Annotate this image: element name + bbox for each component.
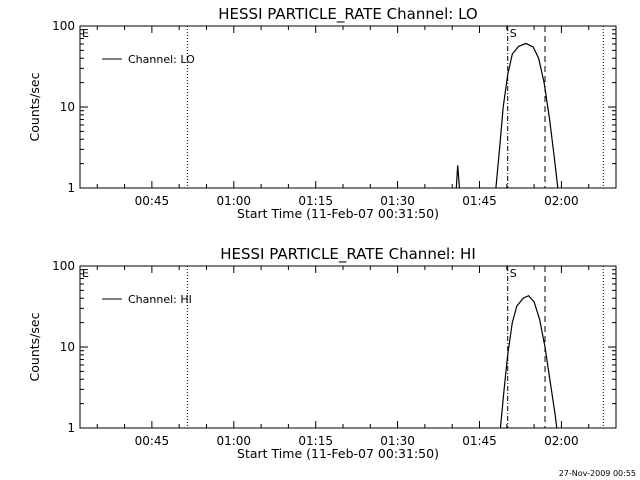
- x-tick-label: 01:15: [298, 194, 333, 208]
- x-tick-label: 02:00: [544, 194, 579, 208]
- series-line-segment-1: [499, 294, 558, 429]
- x-tick-label: 01:30: [380, 194, 415, 208]
- chart-title: HESSI PARTICLE_RATE Channel: LO: [218, 5, 477, 24]
- x-tick-label: 01:30: [380, 434, 415, 448]
- x-tick-label: 01:45: [462, 194, 497, 208]
- plot-timestamp: 27-Nov-2009 00:55: [558, 469, 636, 478]
- chart-title: HESSI PARTICLE_RATE Channel: HI: [220, 245, 476, 264]
- legend-entry: Channel: HI: [128, 293, 192, 306]
- x-tick-label: 00:45: [135, 194, 170, 208]
- y-tick-label: 1: [67, 181, 75, 195]
- chart-panel-2: HESSI PARTICLE_RATE Channel: HI 00:45 01:0…: [27, 245, 617, 461]
- y-tick-label: 1: [67, 421, 75, 435]
- marker-label-e: E: [82, 27, 89, 40]
- marker-label-s: S: [510, 267, 517, 280]
- marker-label-s: S: [510, 27, 517, 40]
- x-tick-label: 00:45: [135, 434, 170, 448]
- x-axis-label: Start Time (11-Feb-07 00:31:50): [237, 446, 439, 461]
- series-line-segment-1: [455, 165, 461, 189]
- y-axis-label: Counts/sec: [27, 72, 42, 141]
- x-tick-label: 01:00: [216, 194, 251, 208]
- legend-entry: Channel: LO: [128, 53, 195, 66]
- x-axis-label: Start Time (11-Feb-07 00:31:50): [237, 206, 439, 221]
- plot-frame: [79, 25, 617, 189]
- y-tick-label: 10: [60, 340, 75, 354]
- y-tick-label: 10: [60, 100, 75, 114]
- marker-label-e: E: [82, 267, 89, 280]
- plot-frame: [79, 265, 617, 429]
- series-line-segment-2: [495, 42, 559, 189]
- x-tick-label: 01:15: [298, 434, 333, 448]
- y-axis-label: Counts/sec: [27, 312, 42, 381]
- y-tick-label: 100: [52, 19, 75, 33]
- y-tick-label: 100: [52, 259, 75, 273]
- x-tick-label: 02:00: [544, 434, 579, 448]
- x-tick-label: 01:00: [216, 434, 251, 448]
- chart-panel-1: HESSI PARTICLE_RATE Channel: LO 00:45 01:0…: [27, 5, 617, 221]
- x-tick-label: 01:45: [462, 434, 497, 448]
